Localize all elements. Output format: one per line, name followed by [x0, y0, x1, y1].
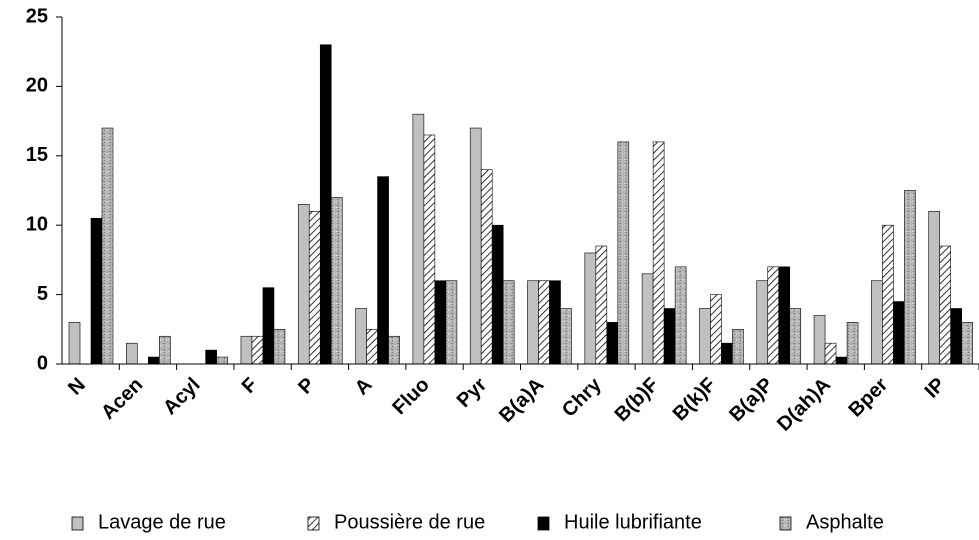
bar	[721, 342, 733, 365]
bar	[469, 127, 482, 365]
bar	[445, 280, 458, 365]
x-tick-label: B(k)F	[669, 374, 721, 426]
legend-label: Huile lubrifiante	[564, 511, 702, 533]
bar	[961, 322, 973, 365]
bar	[377, 176, 389, 365]
x-tick-label: Acyl	[159, 374, 204, 419]
bar	[813, 315, 826, 365]
bar	[928, 211, 940, 365]
bar	[756, 280, 769, 365]
legend-label: Poussière de rue	[334, 511, 485, 533]
x-tick-label: Acen	[97, 374, 147, 424]
bar	[560, 308, 572, 365]
bar	[330, 197, 343, 365]
bar	[159, 335, 171, 365]
bar	[939, 245, 951, 365]
bar	[434, 280, 447, 365]
bar	[273, 328, 286, 365]
legend-swatch	[71, 516, 84, 531]
bar	[527, 280, 539, 365]
bar	[262, 287, 275, 365]
y-tick-label: 25	[26, 5, 48, 27]
x-tick-label: Fluo	[388, 374, 433, 419]
bar	[710, 294, 722, 365]
bar	[767, 266, 780, 365]
bar	[641, 273, 654, 365]
x-tick-label: F	[238, 374, 262, 398]
bar	[412, 113, 425, 365]
bar	[606, 322, 619, 365]
x-tick-label: IP	[921, 374, 950, 403]
x-tick-label: Bper	[845, 374, 893, 422]
bar	[491, 224, 504, 365]
bar	[126, 342, 138, 365]
bar	[652, 141, 665, 365]
bar	[101, 127, 114, 365]
bar	[68, 322, 81, 365]
bar	[251, 335, 264, 365]
bar	[538, 280, 550, 365]
bar	[319, 44, 332, 365]
bar	[549, 280, 561, 365]
bar	[732, 328, 744, 365]
bar	[502, 280, 515, 365]
bar	[148, 356, 160, 365]
bar	[789, 308, 802, 365]
y-tick-label: 15	[26, 144, 48, 166]
bar	[835, 356, 848, 365]
bar	[674, 266, 687, 365]
bar	[893, 301, 905, 365]
x-tick-label: N	[64, 374, 90, 400]
bar	[950, 308, 962, 365]
y-tick-label: 0	[37, 352, 48, 374]
bar	[205, 349, 217, 365]
y-tick-label: 20	[26, 75, 48, 97]
bar	[216, 356, 228, 365]
legend-swatch	[779, 516, 792, 531]
x-tick-label: B(a)P	[725, 374, 777, 426]
x-tick-label: Pyr	[453, 374, 492, 413]
bar	[595, 245, 608, 365]
x-tick-label: D(ah)A	[773, 374, 835, 436]
bar	[240, 335, 253, 365]
bar	[366, 328, 378, 365]
bar	[297, 204, 310, 365]
bar	[663, 308, 676, 365]
x-tick-label: A	[351, 374, 377, 400]
y-tick-label: 5	[37, 283, 48, 305]
legend-label: Lavage de rue	[98, 511, 226, 533]
x-tick-label: Chry	[558, 373, 606, 421]
bar	[699, 308, 711, 365]
bar	[882, 224, 894, 365]
bar	[824, 342, 837, 365]
bar	[308, 211, 321, 365]
legend-label: Asphalte	[806, 511, 884, 533]
bar	[388, 335, 400, 365]
x-tick-label: B(b)F	[611, 374, 663, 426]
bar	[90, 217, 103, 365]
legend-swatch	[537, 516, 550, 531]
y-tick-label: 10	[26, 213, 48, 235]
bar	[871, 280, 883, 365]
bar	[423, 134, 436, 365]
x-tick-label: P	[294, 374, 319, 399]
bar	[480, 169, 493, 365]
bar	[584, 252, 597, 365]
bar	[617, 141, 630, 365]
bar	[846, 322, 859, 365]
legend-swatch	[307, 516, 320, 531]
bar	[904, 190, 916, 365]
x-tick-label: B(a)A	[495, 374, 548, 427]
bar	[778, 266, 791, 365]
bar	[355, 308, 367, 365]
